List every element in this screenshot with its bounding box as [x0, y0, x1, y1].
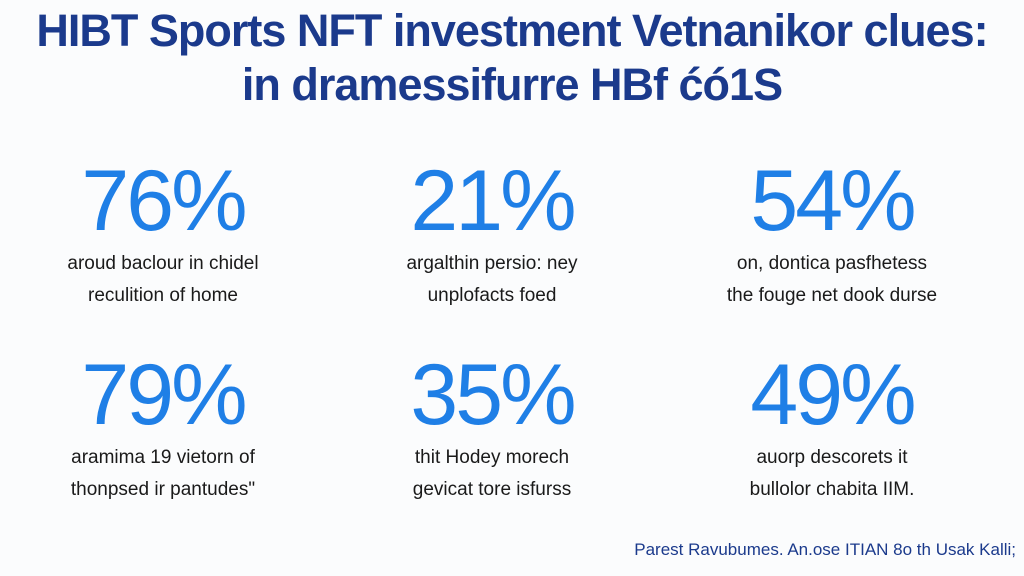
stat-description-line-1: thit Hodey morech [414, 447, 570, 468]
stat-value: 35% [410, 347, 576, 443]
stat-block-2: 21% argalthin persio: ney unplofacts foe… [332, 156, 652, 312]
stat-block-1: 76% aroud baclour in chidel reculition o… [3, 156, 323, 312]
stat-description-line-2: thonpsed ir pantudes" [70, 479, 256, 500]
stat-block-4: 79% aramima 19 vietorn of thonpsed ir pa… [3, 350, 323, 506]
stat-description-line-1: aramima 19 vietorn of [71, 447, 255, 468]
page-title: HIBT Sports NFT investment Vetnanikor cl… [0, 4, 1024, 112]
stat-value: 54% [750, 153, 916, 249]
stat-block-5: 35% thit Hodey morech gevicat tore isfur… [332, 350, 652, 506]
stat-block-6: 49% auorp descorets it bullolor chabita … [672, 350, 992, 506]
stat-description-line-2: gevicat tore isfurss [412, 479, 572, 500]
title-line-2: in dramessifurre HBf ćó1S [241, 59, 783, 110]
stat-description-line-2: unplofacts foed [427, 285, 557, 306]
stat-description-line-1: on, dontica pasfhetess [736, 253, 928, 274]
footer-source-note: Parest Ravubumes. An.ose ITIAN 8o th Usa… [634, 540, 1016, 559]
stat-description-line-2: reculition of home [88, 285, 238, 306]
stat-description-line-2: bullolor chabita IIM. [749, 479, 915, 500]
stat-block-3: 54% on, dontica pasfhetess the fouge net… [672, 156, 992, 312]
stat-description-line-1: auorp descorets it [756, 447, 908, 468]
title-line-1: HIBT Sports NFT investment Vetnanikor cl… [36, 5, 988, 56]
stat-description-line-1: aroud baclour in chidel [67, 253, 259, 274]
stat-description-line-2: the fouge net dook durse [726, 285, 938, 306]
stat-value: 76% [81, 153, 247, 249]
stat-value: 49% [750, 347, 916, 443]
stat-value: 79% [81, 347, 247, 443]
stat-value: 21% [410, 153, 576, 249]
stat-description-line-1: argalthin persio: ney [406, 253, 578, 274]
